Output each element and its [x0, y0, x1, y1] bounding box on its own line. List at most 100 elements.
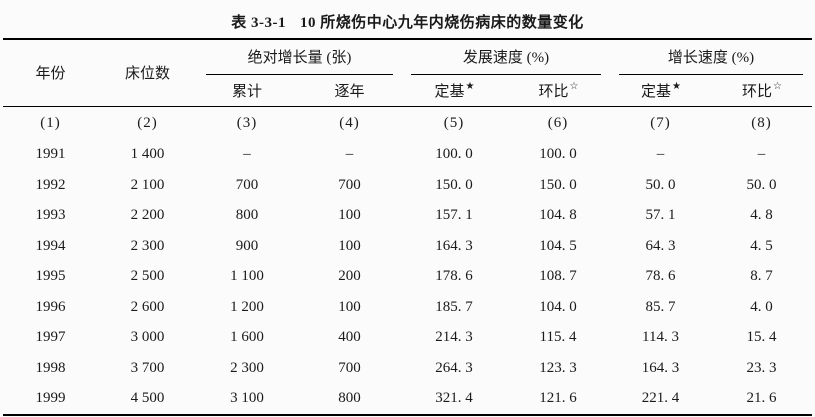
cell-yearly: 200	[338, 268, 361, 285]
column-number-8: (8)	[711, 105, 812, 140]
column-number-3: (3)	[197, 105, 297, 140]
group-header-growth-speed-label: 增长速度 (%)	[619, 40, 803, 75]
cell-cumulative: 900	[235, 237, 259, 254]
col-header-beds: 床位数	[124, 66, 170, 83]
cell-beds: 3 700	[130, 359, 165, 376]
cell-dev-fixed: 214. 3	[435, 329, 473, 346]
cell-cumulative: 3 100	[230, 390, 264, 407]
cell-dev-chain: 108. 7	[539, 268, 577, 285]
subheader-chain-growth-label: 环比	[742, 83, 773, 100]
cell-growth-fixed: 64. 3	[645, 237, 676, 254]
group-header-development-speed-label: 发展速度 (%)	[411, 40, 601, 75]
group-header-development-speed: 发展速度 (%)	[402, 39, 610, 75]
cell-beds: 2 500	[130, 268, 165, 285]
cell-growth-fixed: 221. 4	[641, 390, 680, 407]
cell-dev-fixed: 157. 1	[435, 207, 473, 224]
column-number-6: (6)	[506, 105, 610, 140]
group-header-absolute-increase-label: 绝对增长量 (张)	[206, 40, 393, 75]
cell-beds: 3 000	[130, 329, 165, 346]
cell-yearly: 800	[338, 390, 361, 407]
cell-growth-chain: 50. 0	[746, 176, 777, 193]
filled-star-icon: ★	[465, 80, 475, 92]
cell-yearly: 100	[338, 298, 361, 315]
table-row-1993: 1993 2 200 800 100 157. 1 104. 8 57. 1 4…	[3, 201, 812, 232]
cell-growth-fixed: 57. 1	[645, 207, 676, 224]
cell-cumulative: –	[243, 146, 251, 163]
cell-growth-fixed: 114. 3	[642, 329, 679, 346]
cell-growth-fixed: –	[656, 146, 665, 163]
table-row-1991: 1991 1 400 – – 100. 0 100. 0 – –	[3, 140, 812, 171]
cell-growth-fixed: 50. 0	[645, 176, 676, 193]
open-star-icon: ☆	[569, 80, 579, 92]
table-row-1995: 1995 2 500 1 100 200 178. 6 108. 7 78. 6…	[3, 262, 812, 293]
subheader-chain-development-label: 环比	[538, 83, 569, 100]
cell-cumulative: 700	[235, 176, 259, 193]
cell-growth-chain: 4. 0	[750, 298, 773, 315]
cell-dev-fixed: 185. 7	[435, 298, 473, 315]
cell-dev-fixed: 164. 3	[435, 237, 473, 254]
cell-yearly: 700	[338, 176, 361, 193]
cell-growth-fixed: 164. 3	[641, 359, 680, 376]
cell-dev-fixed: 100. 0	[435, 146, 473, 163]
cell-year: 1994	[35, 237, 66, 254]
column-number-2: (2)	[98, 105, 197, 140]
cell-year: 1999	[35, 390, 66, 407]
cell-dev-fixed: 150. 0	[435, 176, 473, 193]
cell-dev-chain: 150. 0	[539, 176, 577, 193]
cell-dev-chain: 121. 6	[539, 390, 577, 407]
table-row-1998: 1998 3 700 2 300 700 264. 3 123. 3 164. …	[3, 353, 812, 384]
cell-beds: 1 400	[130, 146, 165, 163]
cell-beds: 4 500	[130, 390, 165, 407]
table-number: 表 3-3-1	[231, 15, 286, 31]
table-row-1992: 1992 2 100 700 700 150. 0 150. 0 50. 0 5…	[3, 170, 812, 201]
open-star-icon: ☆	[773, 80, 782, 92]
cell-growth-chain: 4. 8	[750, 207, 773, 224]
group-header-growth-speed: 增长速度 (%)	[610, 39, 812, 75]
cell-yearly: 700	[338, 359, 361, 376]
table-caption: 10 所烧伤中心九年内烧伤病床的数量变化	[299, 15, 584, 31]
cell-beds: 2 300	[130, 237, 165, 254]
cell-dev-chain: 104. 8	[539, 207, 577, 224]
cell-dev-fixed: 264. 3	[435, 359, 473, 376]
cell-cumulative: 800	[235, 207, 259, 224]
table-row-1999: 1999 4 500 3 100 800 321. 4 121. 6 221. …	[3, 384, 812, 416]
subheader-fixed-base-growth-label: 定基	[641, 83, 672, 100]
cell-yearly: 100	[338, 237, 361, 254]
cell-beds: 2 100	[130, 176, 165, 193]
cell-cumulative: 2 300	[230, 359, 264, 376]
cell-dev-chain: 100. 0	[539, 146, 577, 163]
cell-year: 1997	[35, 329, 66, 346]
cell-growth-chain: 8. 7	[750, 268, 773, 285]
cell-growth-fixed: 78. 6	[645, 268, 676, 285]
cell-yearly: 100	[338, 207, 361, 224]
col-header-year: 年份	[35, 66, 66, 83]
cell-yearly: 400	[338, 329, 361, 346]
table-row-1994: 1994 2 300 900 100 164. 3 104. 5 64. 3 4…	[3, 231, 812, 262]
cell-dev-chain: 123. 3	[539, 359, 577, 376]
subheader-yearly-label: 逐年	[334, 83, 365, 100]
cell-beds: 2 600	[130, 298, 165, 315]
cell-year: 1991	[35, 146, 66, 163]
statistics-table: 年份 床位数 绝对增长量 (张) 发展速度 (%) 增长速度 (%) 累计 逐年…	[3, 38, 812, 416]
cell-dev-chain: 104. 5	[539, 237, 577, 254]
table-row-1996: 1996 2 600 1 200 100 185. 7 104. 0 85. 7…	[3, 292, 812, 323]
cell-cumulative: 1 100	[230, 268, 264, 285]
cell-growth-fixed: 85. 7	[645, 298, 676, 315]
cell-cumulative: 1 200	[230, 298, 264, 315]
subheader-cumulative: 累计	[197, 75, 297, 106]
subheader-chain-growth: 环比☆	[711, 75, 812, 106]
column-number-1: (1)	[3, 105, 98, 140]
filled-star-icon: ★	[672, 80, 681, 92]
column-number-4: (4)	[297, 105, 402, 140]
cell-year: 1995	[35, 268, 66, 285]
column-number-5: (5)	[402, 105, 506, 140]
cell-year: 1993	[35, 207, 66, 224]
subheader-chain-development: 环比☆	[506, 75, 610, 106]
subheader-yearly: 逐年	[297, 75, 402, 106]
column-number-7: (7)	[610, 105, 711, 140]
cell-dev-chain: 104. 0	[539, 298, 577, 315]
table-row-1997: 1997 3 000 1 600 400 214. 3 115. 4 114. …	[3, 323, 812, 354]
cell-cumulative: 1 600	[230, 329, 264, 346]
cell-beds: 2 200	[130, 207, 165, 224]
